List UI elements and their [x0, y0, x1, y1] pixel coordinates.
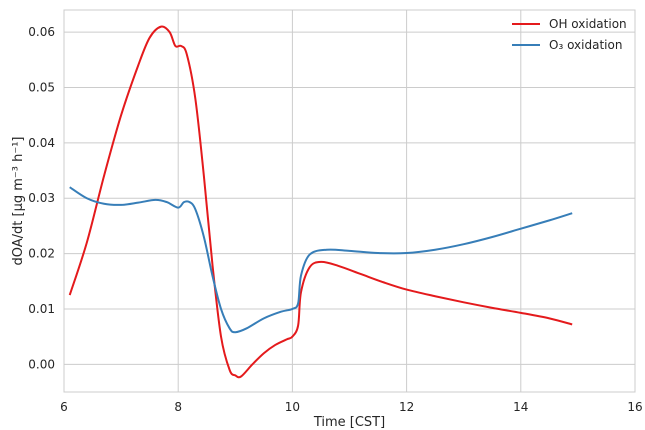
x-tick-label: 6 — [60, 400, 68, 414]
x-tick-label: 16 — [627, 400, 642, 414]
y-tick-label: 0.02 — [28, 247, 55, 261]
x-tick-label: 10 — [285, 400, 300, 414]
grid — [64, 10, 635, 392]
series-lines — [68, 25, 573, 379]
series-line-oh — [68, 25, 573, 379]
y-tick-label: 0.06 — [28, 25, 55, 39]
y-axis-label: dOA/dt [μg m⁻³ h⁻¹] — [11, 137, 26, 266]
x-axis-ticks: 6 8 10 12 14 16 — [60, 400, 642, 414]
y-tick-label: 0.05 — [28, 81, 55, 95]
x-tick-label: 14 — [513, 400, 528, 414]
y-tick-label: 0.00 — [28, 357, 55, 371]
y-tick-label: 0.01 — [28, 302, 55, 316]
x-tick-label: 12 — [399, 400, 414, 414]
x-axis-label: Time [CST] — [313, 415, 385, 430]
y-tick-label: 0.04 — [28, 136, 55, 150]
y-tick-label: 0.03 — [28, 191, 55, 205]
x-tick-label: 8 — [174, 400, 182, 414]
legend: OH oxidation O₃ oxidation — [512, 17, 627, 52]
legend-label-o3: O₃ oxidation — [549, 38, 622, 52]
legend-label-oh: OH oxidation — [549, 17, 627, 31]
y-axis-ticks: 0.00 0.01 0.02 0.03 0.04 0.05 0.06 — [28, 25, 55, 371]
series-line-o3 — [69, 186, 573, 334]
